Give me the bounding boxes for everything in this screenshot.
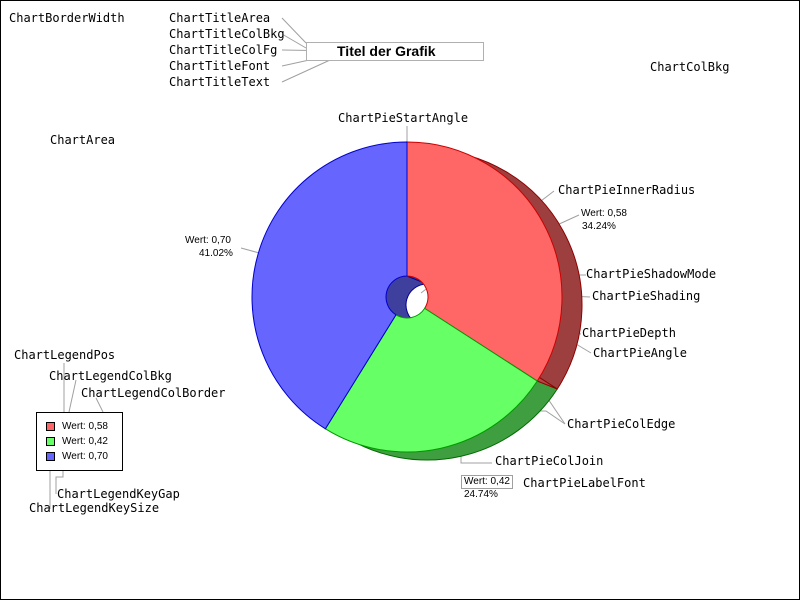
chart-title: Titel der Grafik	[306, 42, 484, 61]
annotation-title-colfg: ChartTitleColFg	[169, 43, 278, 57]
leader-legend-keygap	[55, 465, 64, 494]
legend-label: Wert: 0,70	[62, 451, 108, 462]
legend: Wert: 0,58 Wert: 0,42 Wert: 0,70	[36, 412, 123, 471]
annotation-chart-area: ChartArea	[50, 133, 116, 147]
annotation-pie-start-angle: ChartPieStartAngle	[338, 111, 469, 125]
annotation-pie-depth: ChartPieDepth	[582, 326, 676, 340]
annotation-legend-keygap: ChartLegendKeyGap	[57, 487, 180, 501]
slice-label-green-percent: 24.74%	[464, 489, 498, 500]
pie-slice	[324, 307, 538, 453]
annotation-pie-shadow-mode: ChartPieShadowMode	[586, 267, 717, 281]
annotation-pie-col-join: ChartPieColJoin	[495, 454, 604, 468]
annotation-title-font: ChartTitleFont	[169, 59, 271, 73]
slice-label-green-value: Wert: 0,42	[461, 475, 513, 489]
annotation-border-width: ChartBorderWidth	[9, 11, 125, 25]
legend-label: Wert: 0,58	[62, 421, 108, 432]
annotation-legend-colborder: ChartLegendColBorder	[81, 386, 226, 400]
leader-title-colbkg	[281, 33, 307, 49]
slice-label-red-value: Wert: 0,58	[581, 208, 627, 219]
annotation-title-area: ChartTitleArea	[169, 11, 271, 25]
legend-key-red	[46, 422, 55, 431]
annotation-pie-angle: ChartPieAngle	[593, 346, 687, 360]
pie-slice	[406, 141, 563, 382]
legend-key-green	[46, 437, 55, 446]
leader-title-area	[281, 17, 307, 44]
annotation-title-text: ChartTitleText	[169, 75, 271, 89]
annotation-pie-label-font: ChartPieLabelFont	[523, 476, 646, 490]
annotation-legend-colbkg: ChartLegendColBkg	[49, 369, 172, 383]
annotation-legend-pos: ChartLegendPos	[14, 348, 116, 362]
annotation-pie-col-edge: ChartPieColEdge	[567, 417, 676, 431]
pie-slice	[251, 141, 408, 430]
leader-legend-colborder	[95, 397, 104, 413]
slice-label-red-percent: 34.24%	[582, 221, 616, 232]
annotation-col-bkg: ChartColBkg	[650, 60, 730, 74]
legend-key-blue	[46, 452, 55, 461]
pie-chart	[251, 141, 583, 461]
leader-label-red	[556, 214, 580, 226]
legend-label: Wert: 0,42	[62, 436, 108, 447]
annotation-title-colbkg: ChartTitleColBkg	[169, 27, 285, 41]
leader-legend-colbkg	[68, 379, 77, 413]
slice-label-blue-percent: 41.02%	[199, 248, 233, 259]
annotation-legend-keysize: ChartLegendKeySize	[29, 501, 160, 515]
annotation-pie-shading: ChartPieShading	[592, 289, 701, 303]
slice-label-blue-value: Wert: 0,70	[185, 235, 231, 246]
annotation-pie-inner-radius: ChartPieInnerRadius	[558, 183, 696, 197]
